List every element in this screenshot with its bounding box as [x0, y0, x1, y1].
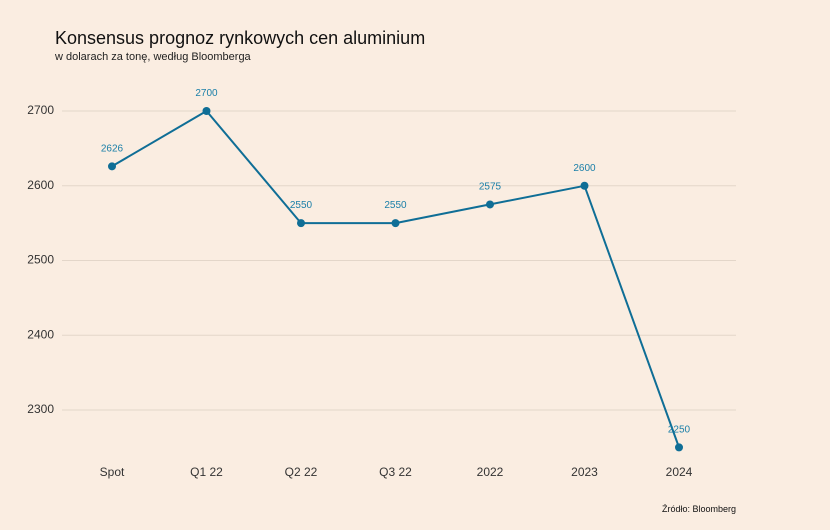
y-tick-label: 2400 [27, 327, 54, 341]
x-tick-label: 2024 [666, 465, 693, 479]
data-label: 2250 [668, 424, 691, 435]
data-labels: 2626 2700 2550 2550 2575 2600 2250 [101, 88, 691, 435]
y-axis-ticks: 2300 2400 2500 2600 2700 [27, 103, 54, 416]
data-point [675, 443, 683, 452]
series-line [111, 110, 680, 448]
y-tick-label: 2500 [27, 253, 54, 267]
y-tick-label: 2300 [27, 402, 54, 416]
x-tick-label: 2023 [571, 465, 598, 479]
chart-subtitle: w dolarach za tonę, według Bloomberga [55, 51, 251, 63]
y-tick-label: 2600 [27, 178, 54, 192]
data-point [108, 162, 116, 171]
x-tick-label: Spot [100, 465, 125, 479]
y-tick-label: 2700 [27, 103, 54, 117]
data-points [108, 107, 683, 452]
data-label: 2550 [290, 200, 313, 211]
data-point [580, 181, 589, 190]
data-label: 2550 [384, 200, 407, 211]
chart-title: Konsensus prognoz rynkowych cen aluminiu… [55, 28, 426, 48]
x-tick-label: Q3 22 [379, 465, 412, 479]
x-tick-label: 2022 [477, 465, 504, 479]
data-point [202, 107, 211, 115]
data-label: 2575 [479, 181, 502, 192]
data-point [391, 219, 400, 228]
data-label: 2600 [573, 163, 596, 174]
data-point [297, 219, 305, 228]
x-tick-label: Q2 22 [285, 465, 318, 479]
data-label: 2626 [101, 143, 124, 154]
data-label: 2700 [195, 88, 218, 99]
data-point [486, 200, 494, 209]
source-note: Źródło: Bloomberg [661, 504, 736, 514]
x-axis-ticks: Spot Q1 22 Q2 22 Q3 22 2022 2023 2024 [100, 465, 693, 479]
x-tick-label: Q1 22 [190, 465, 223, 479]
gridlines [62, 110, 736, 411]
